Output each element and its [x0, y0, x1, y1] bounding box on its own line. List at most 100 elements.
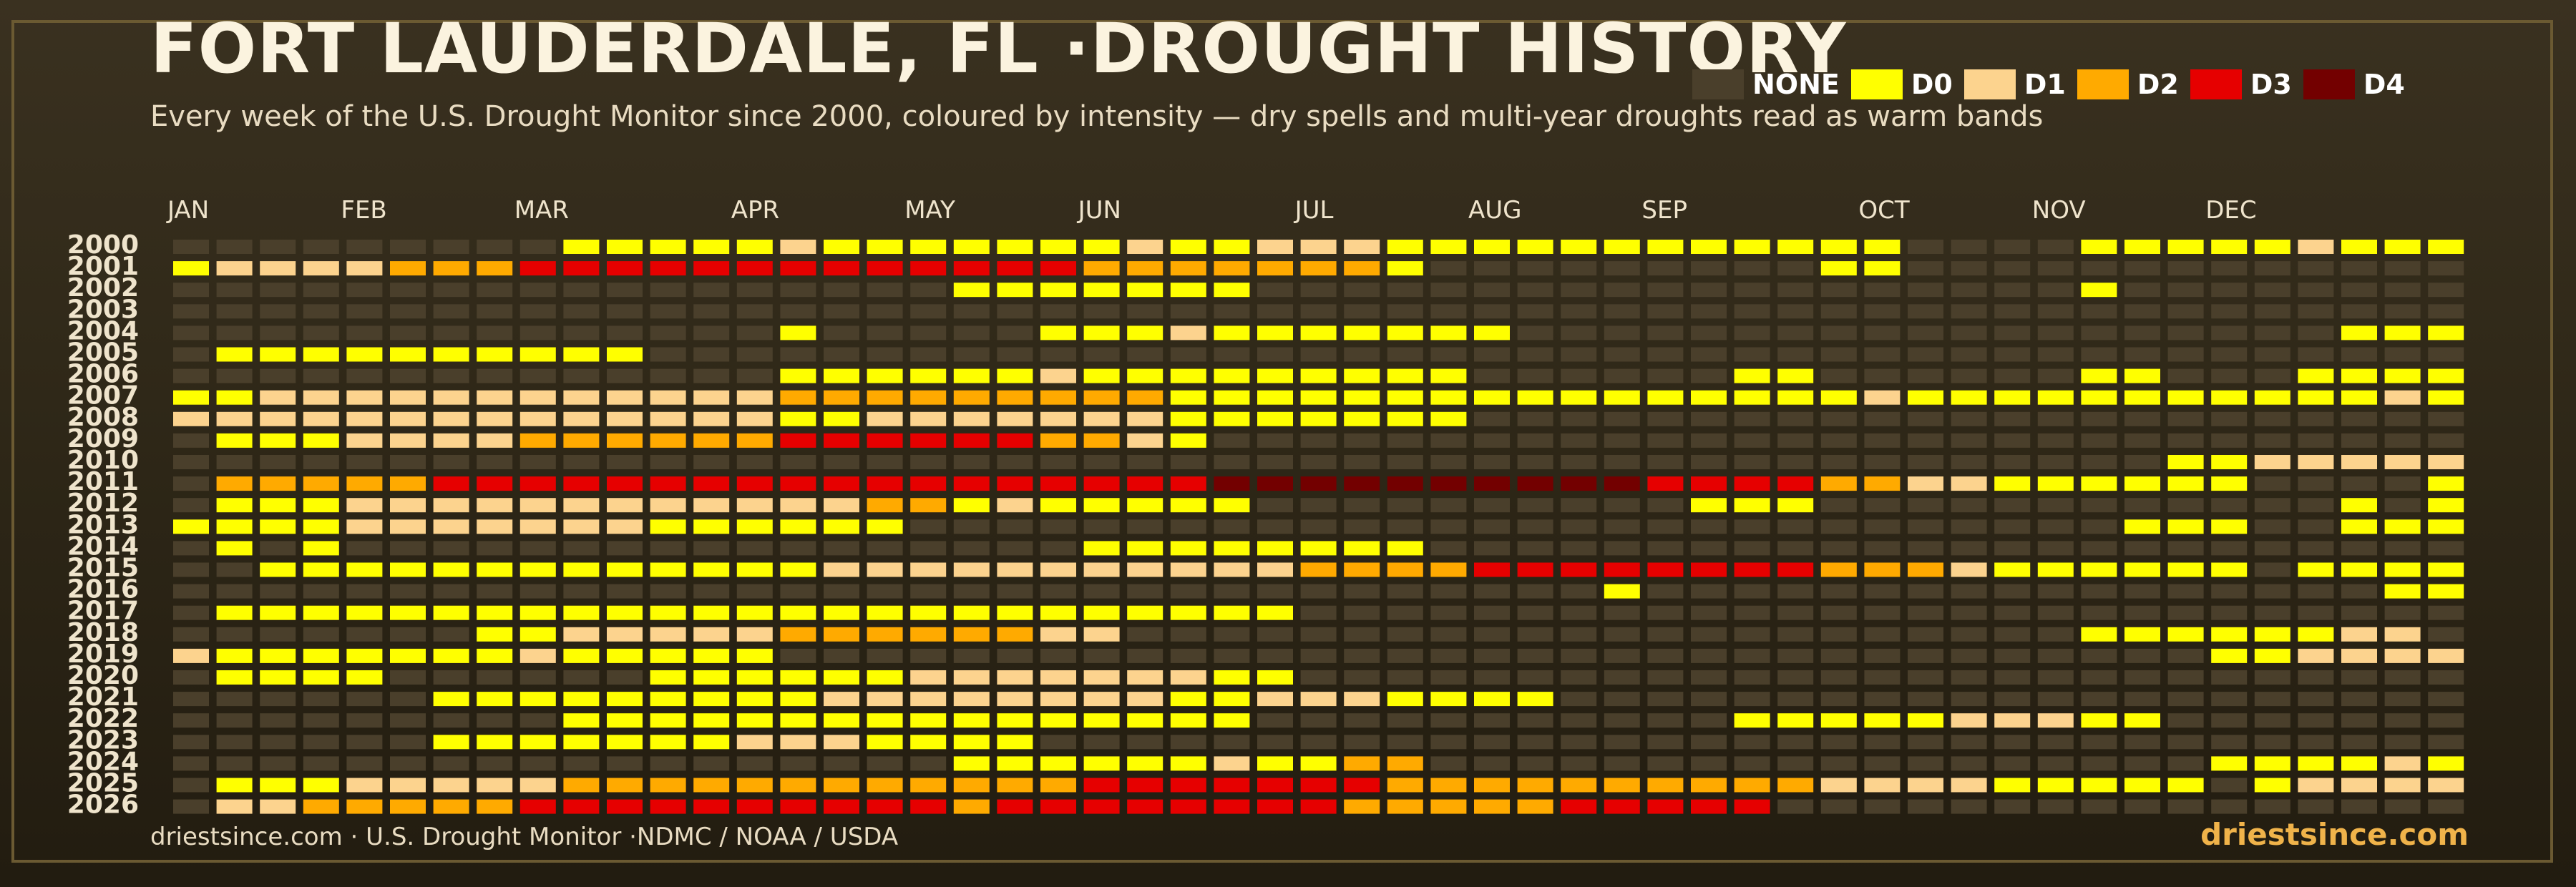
week-cell	[2254, 476, 2290, 491]
legend-label-d0: D0	[1911, 69, 1953, 100]
week-cell	[1864, 476, 1901, 491]
week-cell	[1083, 390, 1120, 405]
week-cell	[2341, 670, 2377, 685]
week-cell	[2167, 390, 2204, 405]
month-label-jul: JUL	[1294, 196, 1334, 225]
week-cell	[477, 670, 513, 685]
week-cell	[2254, 735, 2290, 750]
week-cell	[433, 498, 469, 513]
week-cell	[650, 261, 686, 276]
week-cell	[910, 476, 947, 491]
week-cell	[1951, 648, 1987, 663]
week-cell	[1864, 735, 1901, 750]
week-cell	[650, 411, 686, 426]
week-cell	[2384, 498, 2421, 513]
week-cell	[2384, 455, 2421, 469]
week-cell	[216, 670, 253, 685]
week-cell	[1040, 605, 1076, 620]
week-cell	[2428, 756, 2464, 771]
week-cell	[346, 799, 383, 814]
week-cell	[736, 627, 773, 642]
week-cell	[650, 605, 686, 620]
week-cell	[1040, 240, 1076, 254]
week-cell	[1820, 692, 1857, 707]
week-cell	[1170, 778, 1206, 793]
week-cell	[2211, 240, 2248, 254]
week-cell	[519, 455, 556, 469]
week-cell	[2341, 347, 2377, 362]
week-cell	[346, 713, 383, 728]
week-cell	[1257, 541, 1293, 556]
week-cell	[1214, 390, 1250, 405]
week-cell	[477, 498, 513, 513]
week-cell	[1517, 778, 1553, 793]
week-cell	[1517, 455, 1553, 469]
week-cell	[1908, 433, 1943, 448]
week-cell	[2037, 498, 2074, 513]
week-cell	[650, 584, 686, 599]
week-cell	[1604, 605, 1640, 620]
week-cell	[1300, 713, 1337, 728]
week-cell	[2254, 433, 2290, 448]
week-cell	[260, 433, 296, 448]
week-cell	[2298, 498, 2334, 513]
week-cell	[2428, 433, 2464, 448]
week-cell	[1864, 347, 1901, 362]
week-cell	[607, 735, 643, 750]
week-cell	[1083, 605, 1120, 620]
week-cell	[736, 670, 773, 685]
brand-label: driestsince.com	[2200, 817, 2469, 852]
week-cell	[1170, 390, 1206, 405]
week-cell	[173, 713, 209, 728]
week-cell	[1994, 584, 2031, 599]
week-cell	[2081, 648, 2117, 663]
week-cell	[477, 368, 513, 383]
week-cell	[2254, 325, 2290, 340]
week-cell	[519, 304, 556, 319]
week-cell	[1387, 411, 1423, 426]
week-cell	[1170, 240, 1206, 254]
week-cell	[2298, 799, 2334, 814]
week-cell	[2254, 411, 2290, 426]
week-cell	[2167, 541, 2204, 556]
week-cell	[1387, 627, 1423, 642]
week-cell	[260, 240, 296, 254]
week-cell	[1604, 756, 1640, 771]
week-cell	[519, 692, 556, 707]
week-cell	[607, 347, 643, 362]
week-cell	[607, 799, 643, 814]
week-cell	[346, 584, 383, 599]
week-cell	[1864, 799, 1901, 814]
week-cell	[1777, 283, 1814, 298]
week-cell	[2384, 476, 2421, 491]
week-cell	[1777, 648, 1814, 663]
week-cell	[477, 584, 513, 599]
week-cell	[2428, 692, 2464, 707]
week-cell	[1344, 735, 1380, 750]
week-cell	[867, 261, 903, 276]
week-cell	[1474, 562, 1510, 577]
week-cell	[693, 735, 730, 750]
week-cell	[303, 240, 339, 254]
week-cell	[1344, 778, 1380, 793]
week-cell	[650, 670, 686, 685]
week-cell	[910, 584, 947, 599]
week-cell	[2081, 713, 2117, 728]
week-cell	[1647, 433, 1684, 448]
week-cell	[519, 756, 556, 771]
week-cell	[953, 433, 990, 448]
week-cell	[1777, 713, 1814, 728]
week-cell	[1561, 562, 1597, 577]
week-cell	[953, 283, 990, 298]
week-cell	[1561, 648, 1597, 663]
week-cell	[1994, 541, 2031, 556]
year-label-2016: 2016	[67, 575, 139, 604]
week-cell	[1777, 476, 1814, 491]
week-cell	[2167, 455, 2204, 469]
week-cell	[260, 368, 296, 383]
week-cell	[1647, 455, 1684, 469]
week-cell	[2124, 627, 2160, 642]
week-cell	[1994, 648, 2031, 663]
week-cell	[1170, 347, 1206, 362]
week-cell	[303, 261, 339, 276]
